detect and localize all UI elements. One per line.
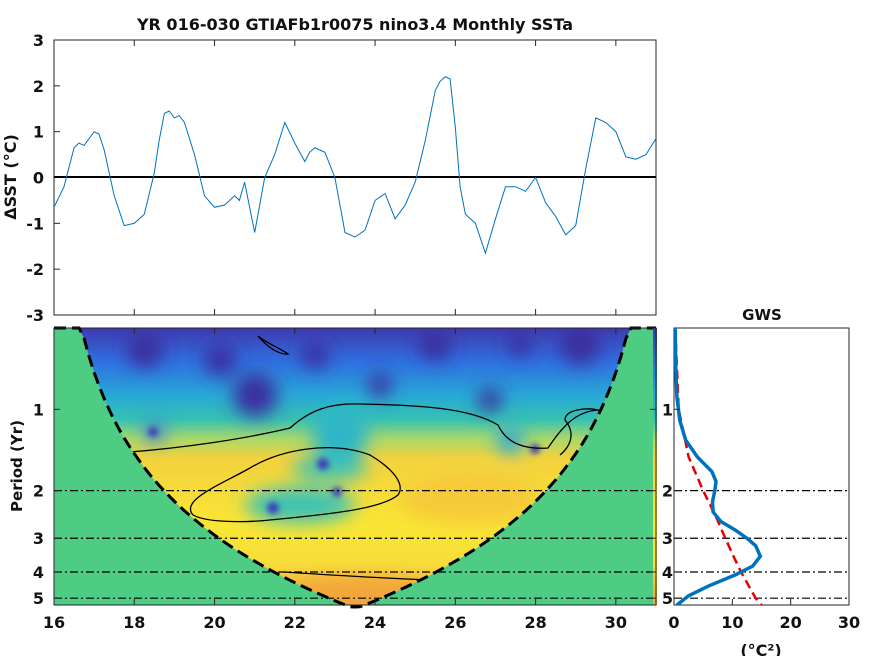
timeseries-y-tick-label: 0 <box>33 169 44 188</box>
gws-x-ticks: 0 10 20 30 <box>668 599 860 632</box>
gws-power-line <box>674 328 763 605</box>
gws-y-tick-label: 5 <box>662 589 673 608</box>
gws-axes-box <box>673 327 850 606</box>
gws-y-tick-label: 4 <box>662 563 673 582</box>
wavelet-y-tick-label: 2 <box>33 482 44 501</box>
wavelet-panel: 1 2 3 4 5 16 18 20 22 24 26 28 30 Period (Yr) <box>8 326 657 632</box>
wavelet-x-tick-label: 30 <box>605 613 627 632</box>
timeseries-x-tick-marks <box>53 40 617 315</box>
wavelet-x-tick-label: 16 <box>43 613 65 632</box>
wavelet-x-tick-label: 26 <box>444 613 466 632</box>
wavelet-power-blobs <box>127 328 650 602</box>
significance-contours <box>129 335 601 581</box>
gws-x-label: (°C²) <box>740 641 781 656</box>
wavelet-x-tick-label: 18 <box>123 613 145 632</box>
wavelet-period-reference-lines <box>54 490 656 599</box>
gws-y-tick-label: 1 <box>662 400 673 419</box>
gws-y-tick-label: 2 <box>662 482 673 501</box>
wavelet-y-tick-label: 4 <box>33 563 44 582</box>
timeseries-title: YR 016-030 GTIAFb1r0075 nino3.4 Monthly … <box>136 15 573 34</box>
wavelet-y-tick-label: 1 <box>33 400 44 419</box>
gws-x-tick-label: 10 <box>721 613 743 632</box>
cone-of-influence-edge <box>54 326 656 609</box>
colorbar-sliver <box>653 328 657 605</box>
timeseries-y-tick-label: 2 <box>33 77 44 96</box>
wavelet-x-tick-label: 20 <box>203 613 225 632</box>
wavelet-x-ticks: 16 18 20 22 24 26 28 30 <box>43 328 627 632</box>
cone-of-influence-mask <box>54 328 656 605</box>
timeseries-y-label: ΔSST (°C) <box>1 134 20 220</box>
sst-anomaly-line <box>54 76 656 255</box>
gws-title: GWS <box>742 306 782 324</box>
wavelet-y-tick-label: 3 <box>33 529 44 548</box>
gws-y-tick-label: 3 <box>662 529 673 548</box>
wavelet-x-tick-label: 22 <box>284 613 306 632</box>
timeseries-y-tick-label: -1 <box>26 214 44 233</box>
wavelet-y-label: Period (Yr) <box>8 420 26 512</box>
wavelet-axes-box <box>53 327 657 606</box>
wavelet-y-tick-label: 5 <box>33 589 44 608</box>
timeseries-y-tick-label: 3 <box>33 31 44 50</box>
gws-panel: GWS 1 2 3 4 5 0 10 20 30 (°C²) <box>662 306 860 656</box>
wavelet-y-ticks: 1 2 3 4 5 <box>33 400 656 608</box>
timeseries-y-tick-label: -2 <box>26 260 44 279</box>
timeseries-y-tick-label: 1 <box>33 123 44 142</box>
gws-period-reference-lines <box>674 490 849 599</box>
gws-x-tick-label: 20 <box>780 613 802 632</box>
wavelet-x-tick-label: 24 <box>364 613 386 632</box>
timeseries-panel: YR 016-030 GTIAFb1r0075 nino3.4 Monthly … <box>1 15 657 325</box>
gws-x-tick-label: 30 <box>838 613 860 632</box>
wavelet-x-tick-label: 28 <box>524 613 546 632</box>
timeseries-y-tick-label: -3 <box>26 306 44 325</box>
gws-y-ticks: 1 2 3 4 5 <box>662 400 680 608</box>
gws-x-tick-label: 0 <box>668 613 679 632</box>
